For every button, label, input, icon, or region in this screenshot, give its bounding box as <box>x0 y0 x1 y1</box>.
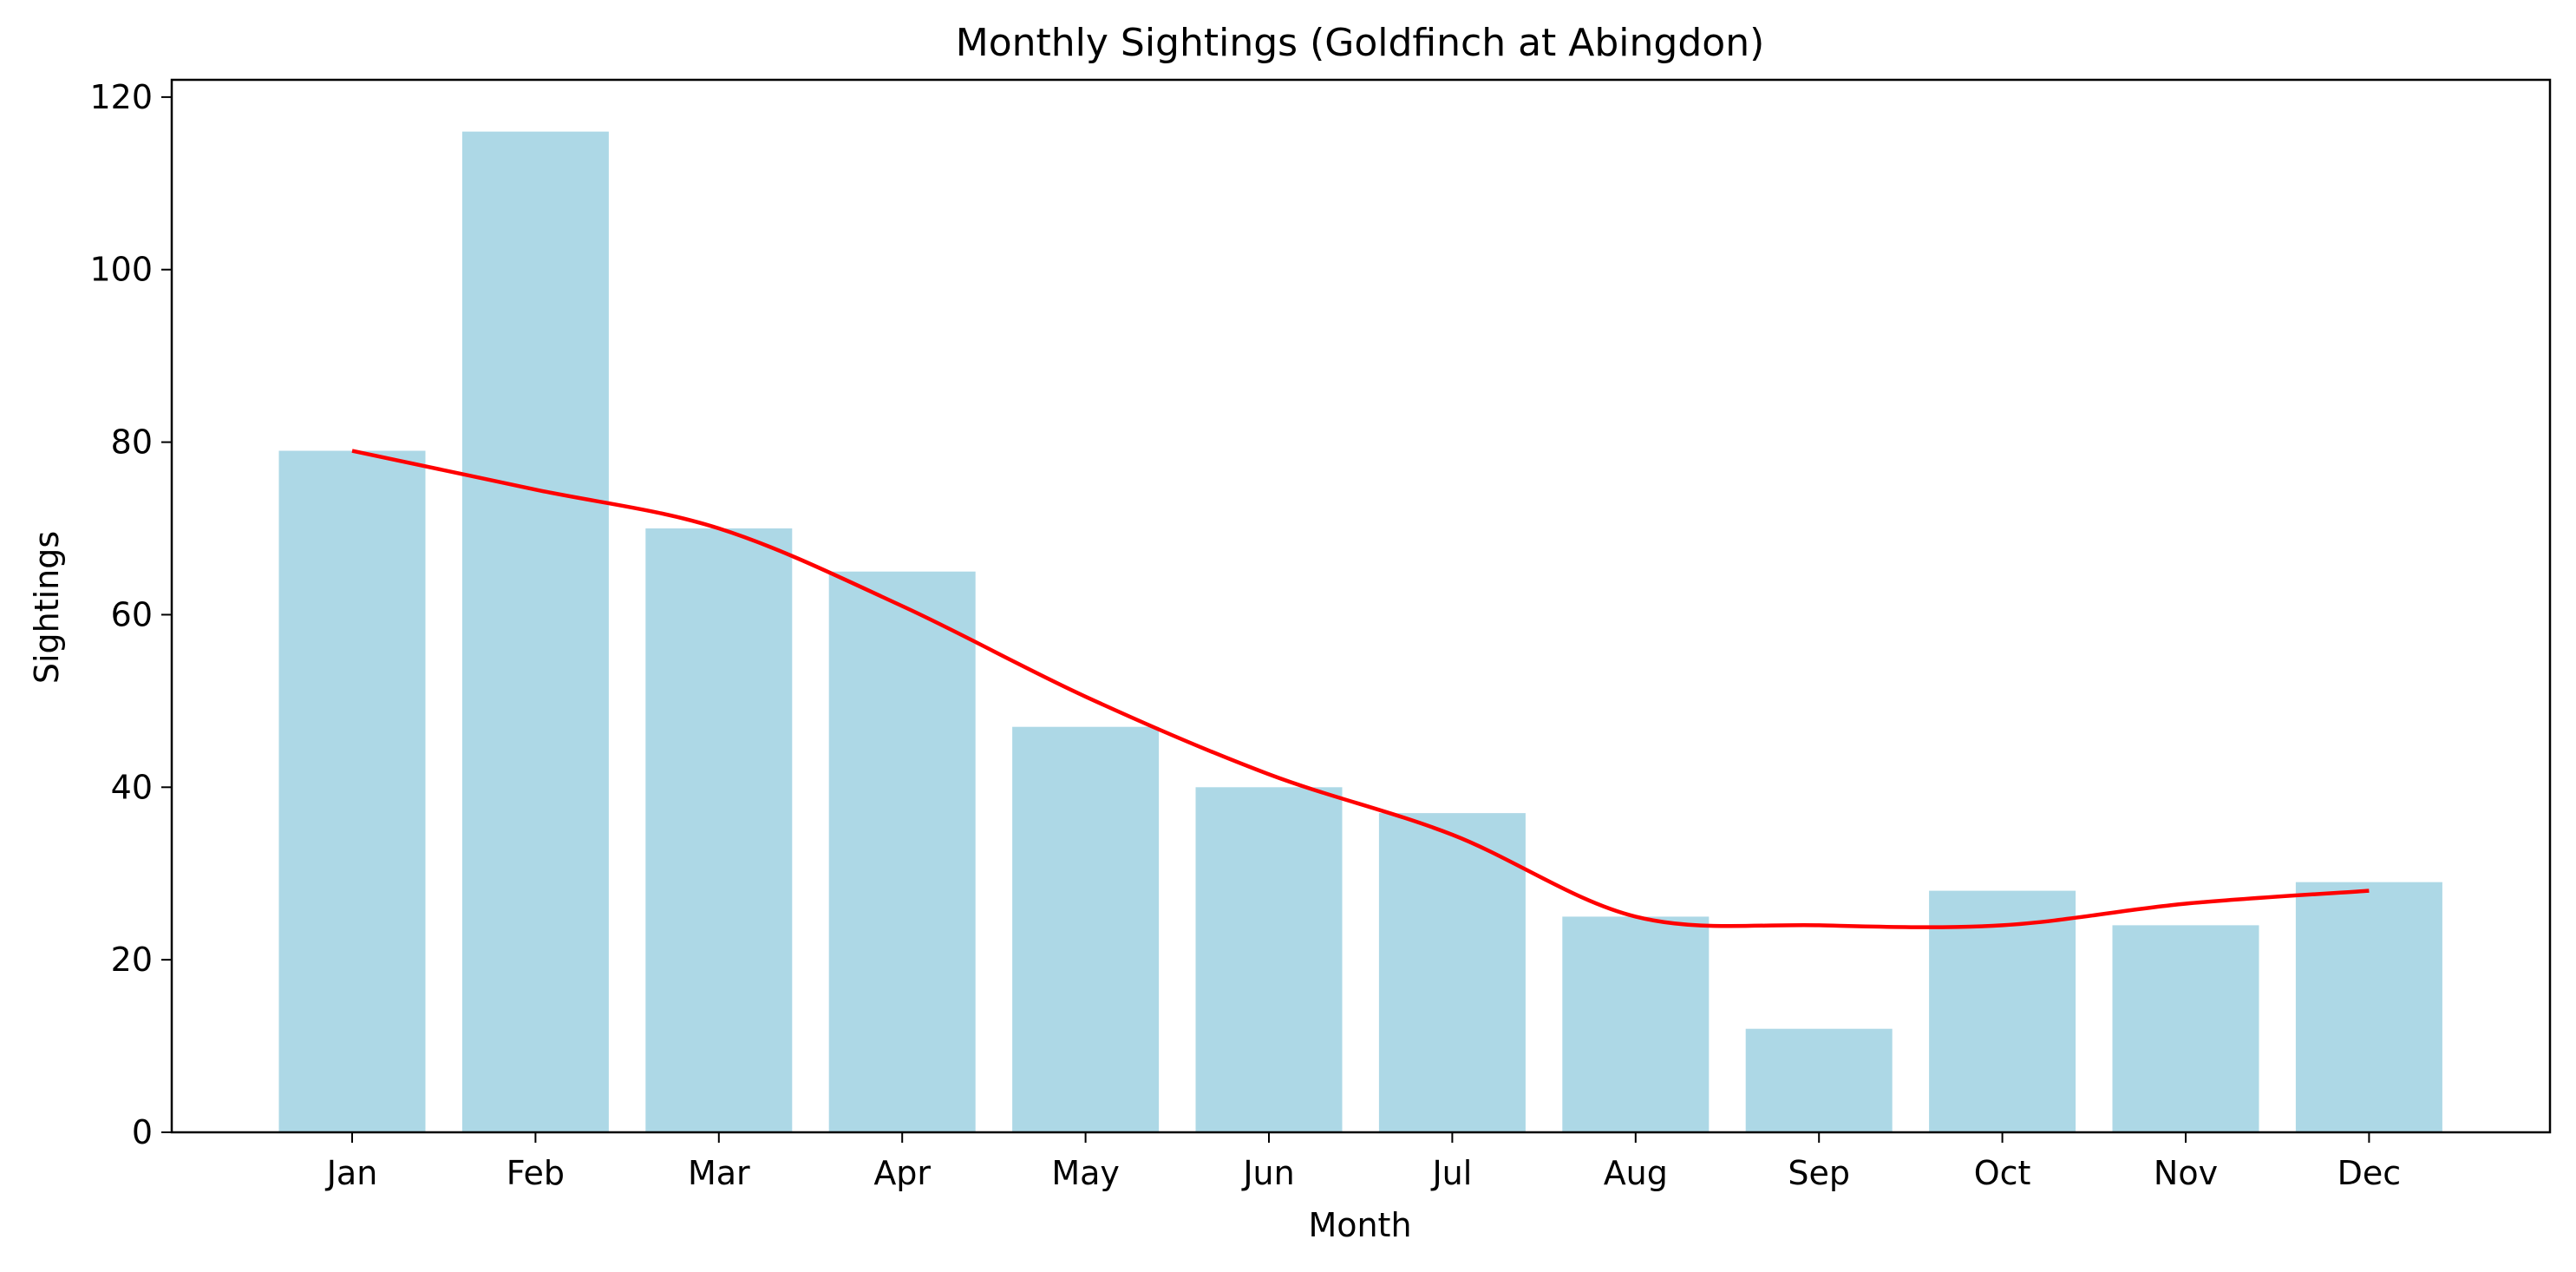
x-tick-label-oct: Oct <box>1974 1154 2031 1192</box>
bar-may <box>1012 726 1160 1132</box>
trend-layer <box>351 449 2370 929</box>
bar-jan <box>278 450 426 1132</box>
x-tick-label-jan: Jan <box>325 1154 378 1192</box>
bar-nov <box>2112 925 2259 1132</box>
x-tick-label-sep: Sep <box>1788 1154 1850 1192</box>
y-tick-label-40: 40 <box>111 768 153 806</box>
bar-apr <box>828 571 976 1132</box>
x-tick-label-aug: Aug <box>1604 1154 1668 1192</box>
trend-line <box>351 449 2370 929</box>
x-tick-label-mar: Mar <box>688 1154 750 1192</box>
x-axis-label: Month <box>1308 1206 1411 1244</box>
y-axis-ticks: 0 20 40 60 80 100 120 <box>89 78 172 1151</box>
y-tick-label-100: 100 <box>89 251 153 289</box>
bar-aug <box>1562 916 1710 1132</box>
y-tick-label-60: 60 <box>111 595 153 633</box>
y-tick-label-80: 80 <box>111 423 153 462</box>
x-tick-label-feb: Feb <box>507 1154 565 1192</box>
bar-dec <box>2295 882 2442 1132</box>
x-tick-label-may: May <box>1051 1154 1120 1192</box>
x-tick-label-nov: Nov <box>2154 1154 2218 1192</box>
bar-mar <box>645 528 793 1132</box>
bar-feb <box>461 131 609 1132</box>
bar-oct <box>1929 890 2076 1132</box>
plot-frame <box>170 78 2552 1134</box>
x-tick-label-jul: Jul <box>1430 1154 1472 1192</box>
x-tick-label-dec: Dec <box>2337 1154 2402 1192</box>
x-axis-ticks: Jan Feb Mar Apr May Jun Jul Aug Sep Oct Nov Dec <box>325 1132 2401 1192</box>
chart-title: Monthly Sightings (Goldfinch at Abingdon… <box>956 21 1765 65</box>
y-tick-label-20: 20 <box>111 941 153 979</box>
y-tick-label-120: 120 <box>89 78 153 116</box>
bar-jun <box>1195 787 1343 1132</box>
bar-sep <box>1745 1028 1893 1132</box>
bar-jul <box>1378 813 1526 1132</box>
y-tick-label-0: 0 <box>132 1113 153 1151</box>
x-tick-label-jun: Jun <box>1241 1154 1294 1192</box>
bars-layer <box>278 131 2442 1132</box>
x-tick-label-apr: Apr <box>873 1154 931 1192</box>
y-axis-label: Sightings <box>28 531 66 684</box>
